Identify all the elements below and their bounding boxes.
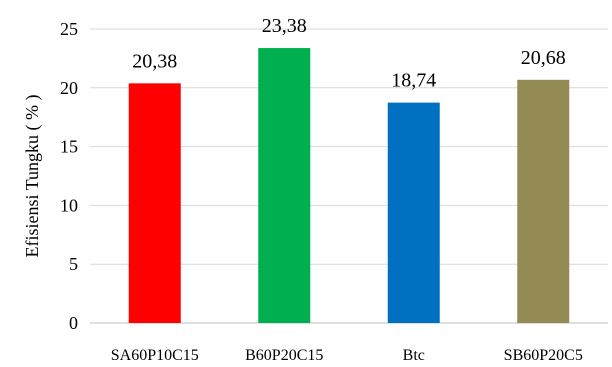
data-label: 20,68 xyxy=(521,47,566,69)
bar-sb60p20c5 xyxy=(517,79,570,324)
bar-b60p20c15 xyxy=(258,48,311,323)
y-tick-label: 15 xyxy=(60,137,78,157)
y-tick-label: 20 xyxy=(60,78,78,98)
bar-btc xyxy=(387,102,440,323)
data-label: 20,38 xyxy=(132,50,177,72)
y-axis-ticks: 0 5 10 15 20 25 xyxy=(60,19,78,333)
x-category-label: SA60P10C15 xyxy=(111,347,199,364)
x-category-label: B60P20C15 xyxy=(245,347,323,364)
bars xyxy=(128,48,570,324)
y-axis-title: Efisiensi Tungku ( % ) xyxy=(22,94,43,257)
y-tick-label: 0 xyxy=(69,313,78,333)
data-labels: 20,38 23,38 18,74 20,68 xyxy=(132,15,566,92)
y-tick-label: 10 xyxy=(60,195,78,215)
y-tick-label: 5 xyxy=(69,254,78,274)
y-tick-label: 25 xyxy=(60,19,78,39)
x-axis-categories: SA60P10C15 B60P20C15 Btc SB60P20C5 xyxy=(111,347,583,364)
bar-sa60p10c15 xyxy=(128,83,181,323)
data-label: 23,38 xyxy=(262,15,307,37)
data-label: 18,74 xyxy=(391,70,436,92)
x-category-label: Btc xyxy=(403,347,425,364)
x-category-label: SB60P20C5 xyxy=(504,347,583,364)
